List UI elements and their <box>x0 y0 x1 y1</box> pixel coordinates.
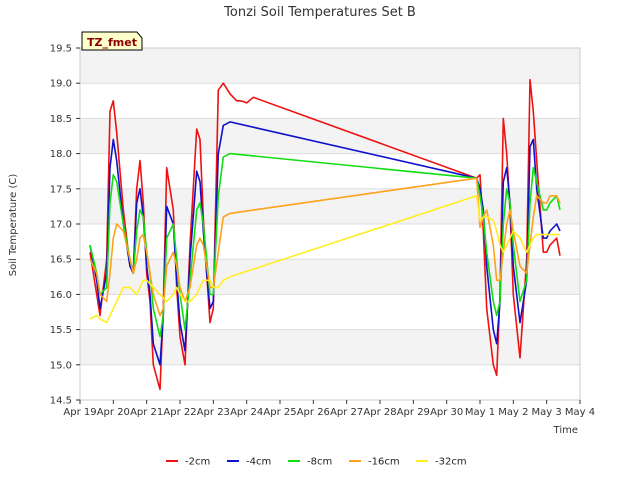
background-band <box>80 48 580 84</box>
badge-label: TZ_fmet <box>87 36 137 49</box>
x-tick-label: May 1 <box>465 407 495 418</box>
y-tick-label: 17.5 <box>50 184 72 195</box>
x-tick-label: May 4 <box>565 407 595 418</box>
legend: -2cm -4cm -8cm -16cm -32cm <box>166 457 467 468</box>
y-tick-label: 16.5 <box>50 255 72 266</box>
chart-title: Tonzi Soil Temperatures Set B <box>223 5 416 20</box>
background-band <box>80 188 580 224</box>
x-tick-label: May 3 <box>532 407 562 418</box>
y-axis-ticks: 14.5 15.0 15.5 16.0 16.5 17.0 17.5 18.0 18.5 19.0… <box>50 44 80 407</box>
y-tick-label: 18.0 <box>50 149 72 160</box>
x-tick-label: Apr 24 <box>230 407 263 418</box>
y-tick-label: 14.5 <box>50 396 72 407</box>
badge-shape <box>81 31 143 51</box>
y-tick-label: 19.5 <box>50 44 72 55</box>
x-tick-label: Apr 29 <box>397 407 430 418</box>
x-tick-label: Apr 21 <box>130 407 163 418</box>
y-tick-label: 19.0 <box>50 79 72 90</box>
series-lines <box>89 78 561 391</box>
x-tick-label: Apr 27 <box>330 407 363 418</box>
legend-label: -8cm <box>307 457 332 468</box>
y-tick-label: 15.0 <box>50 360 72 371</box>
y-axis-label: Soil Temperature (C) <box>8 174 19 277</box>
series-line-32cmcm <box>89 195 560 324</box>
legend-label: -4cm <box>246 457 271 468</box>
x-axis-ticks: Apr 19 Apr 20 Apr 21 Apr 22 Apr 23 Apr 24 Apr … <box>63 400 595 418</box>
x-tick-label: Apr 19 <box>63 407 96 418</box>
x-tick-label: May 2 <box>498 407 528 418</box>
y-tick-label: 18.5 <box>50 114 72 125</box>
legend-label: -2cm <box>185 457 210 468</box>
legend-label: -32cm <box>435 457 467 468</box>
y-tick-label: 16.0 <box>50 290 72 301</box>
x-tick-label: Apr 26 <box>297 407 330 418</box>
x-tick-label: Apr 22 <box>163 407 196 418</box>
x-tick-label: Apr 20 <box>97 407 130 418</box>
legend-label: -16cm <box>368 457 400 468</box>
x-axis-label: Time <box>553 425 578 436</box>
y-tick-label: 17.0 <box>50 220 72 231</box>
x-tick-label: Apr 23 <box>197 407 230 418</box>
x-tick-label: Apr 28 <box>363 407 396 418</box>
x-tick-label: Apr 25 <box>263 407 296 418</box>
x-tick-label: Apr 30 <box>430 407 463 418</box>
series-line-16cmcm <box>89 177 561 317</box>
y-tick-label: 15.5 <box>50 325 72 336</box>
site-badge: TZ_fmet <box>81 31 143 51</box>
